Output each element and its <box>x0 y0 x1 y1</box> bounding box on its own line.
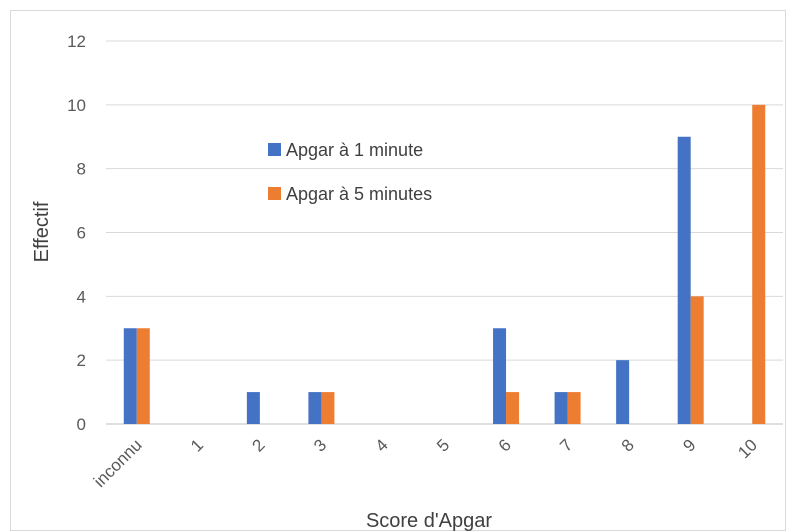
y-axis-title: Effectif <box>31 201 53 262</box>
chart-frame <box>10 10 786 531</box>
bar-apgar-1min-9 <box>677 136 691 424</box>
x-axis-ticks: inconnu 1 2 3 4 5 6 7 8 9 10 <box>90 435 761 491</box>
y-tick-label: 6 <box>77 224 86 243</box>
x-tick-label: 6 <box>495 435 515 455</box>
y-tick-label: 10 <box>67 96 86 115</box>
bar-apgar-5min-7 <box>567 392 581 424</box>
x-tick-label: 7 <box>556 435 576 455</box>
gridlines <box>106 40 783 425</box>
bar-apgar-1min-6 <box>493 328 507 424</box>
legend-label: Apgar à 5 minutes <box>286 184 432 204</box>
x-axis-title: Score d'Apgar <box>366 510 492 532</box>
y-tick-label: 12 <box>67 32 86 51</box>
x-tick-label: 5 <box>433 435 453 455</box>
x-tick-label: 1 <box>187 435 207 455</box>
legend-swatch <box>268 187 281 200</box>
x-tick-label: 8 <box>618 435 638 455</box>
legend-swatch <box>268 143 281 156</box>
x-tick-label: inconnu <box>90 435 146 491</box>
x-tick-label: 3 <box>310 435 330 455</box>
legend-label: Apgar à 1 minute <box>286 140 423 160</box>
bar-apgar-5min-inconnu <box>136 328 150 424</box>
bar-apgar-5min-10 <box>752 104 766 424</box>
bar-apgar-1min-7 <box>554 392 568 424</box>
bar-apgar-5min-3 <box>321 392 335 424</box>
bar-apgar-1min-3 <box>308 392 322 424</box>
x-tick-label: 9 <box>679 435 699 455</box>
bar-apgar-1min-8 <box>616 360 630 424</box>
y-axis-ticks: 0 2 4 6 8 10 12 <box>67 32 86 434</box>
bar-apgar-1min-inconnu <box>123 328 137 424</box>
legend: Apgar à 1 minute Apgar à 5 minutes <box>268 140 432 204</box>
x-tick-label: 10 <box>734 435 761 462</box>
y-tick-label: 0 <box>77 415 86 434</box>
y-tick-label: 8 <box>77 160 86 179</box>
bar-apgar-5min-6 <box>506 392 520 424</box>
bar-apgar-5min-9 <box>690 296 704 424</box>
bar-apgar-1min-2 <box>246 392 260 424</box>
x-tick-label: 2 <box>249 435 269 455</box>
x-tick-label: 4 <box>372 435 392 455</box>
y-tick-label: 2 <box>77 351 86 370</box>
y-tick-label: 4 <box>77 287 86 306</box>
bars <box>123 104 766 424</box>
